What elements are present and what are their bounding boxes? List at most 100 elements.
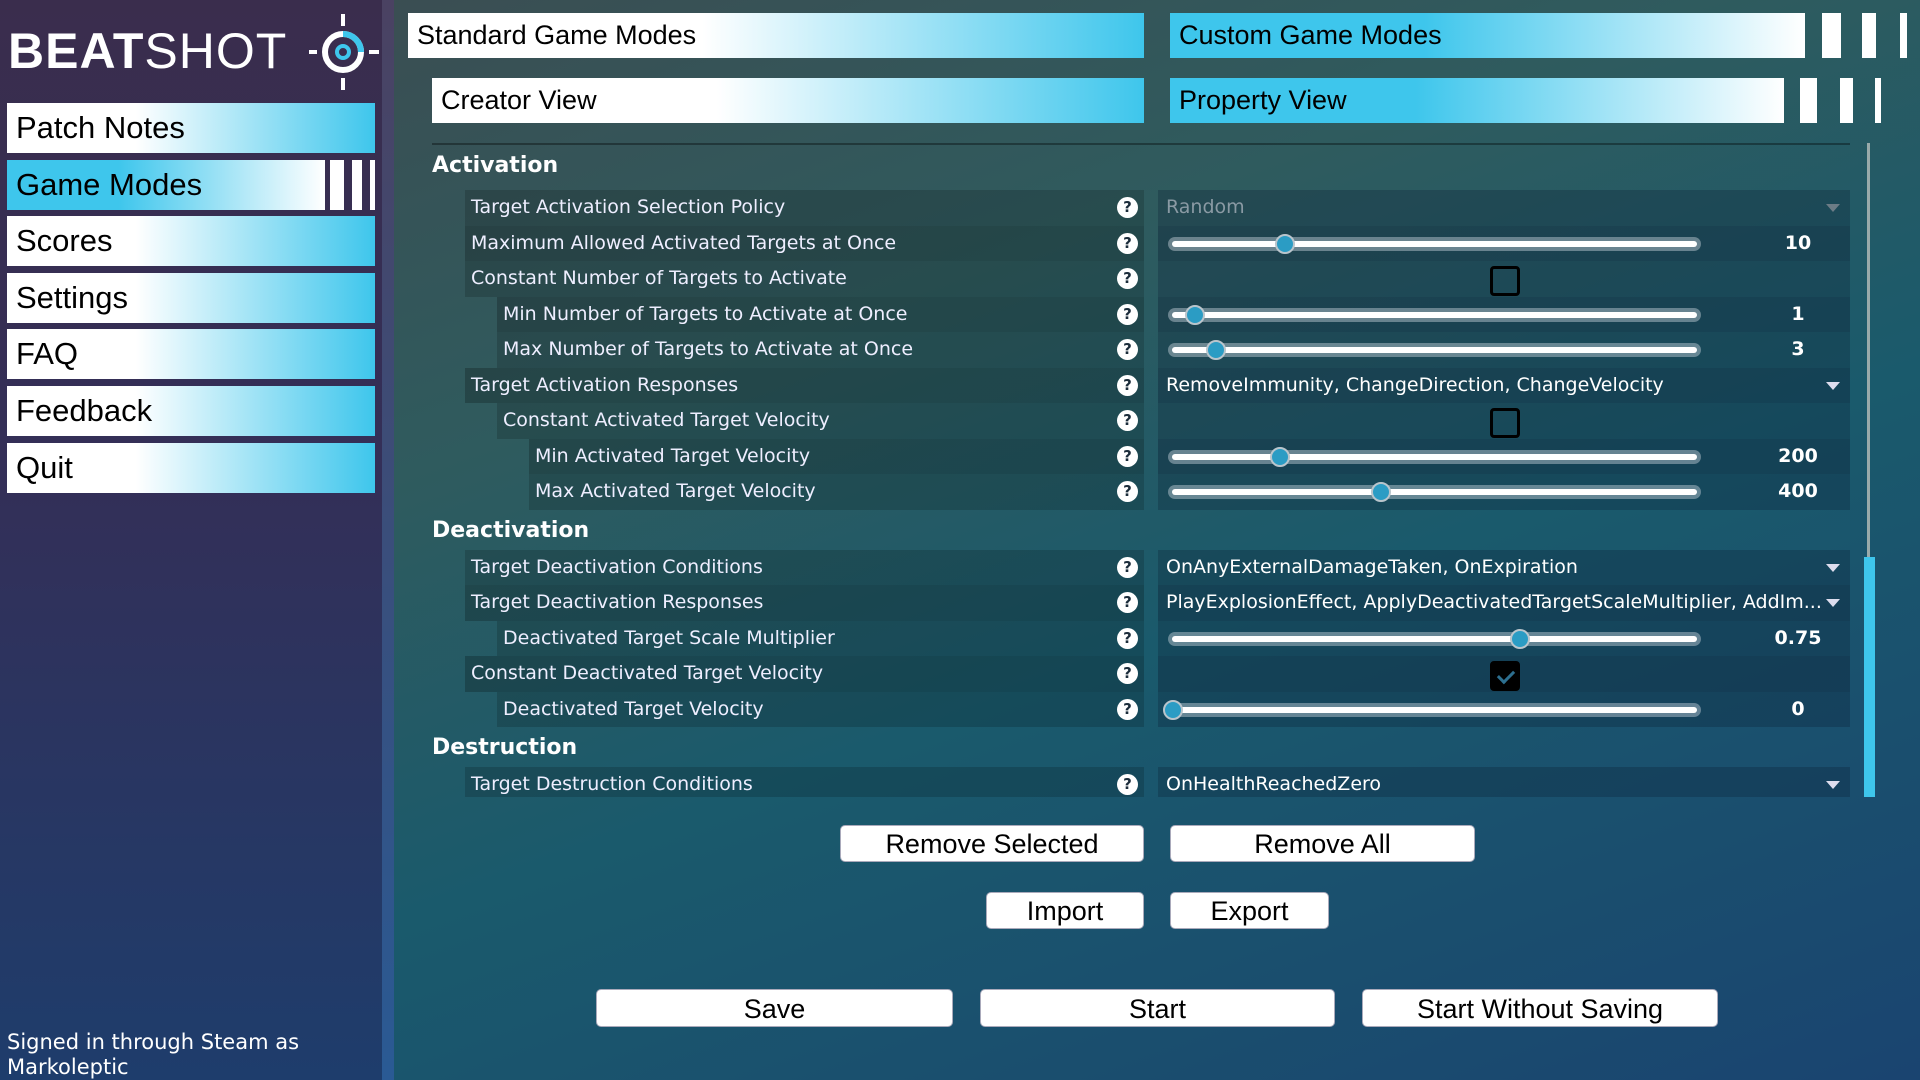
slider-thumb[interactable] (1163, 699, 1184, 720)
tab-standard-game-modes[interactable]: Standard Game Modes (408, 13, 1144, 58)
slider[interactable]: 1 (1158, 296, 1850, 332)
checkbox[interactable] (1490, 661, 1520, 691)
help-icon[interactable]: ? (1117, 556, 1138, 578)
slider-thumb[interactable] (1509, 628, 1530, 649)
dropdown-value: OnAnyExternalDamageTaken, OnExpiration (1166, 555, 1578, 578)
slider[interactable]: 0 (1158, 691, 1850, 727)
dropdown[interactable]: OnHealthReachedZero (1158, 767, 1850, 797)
help-icon[interactable]: ? (1117, 481, 1138, 502)
slider-value[interactable]: 200 (1778, 444, 1818, 467)
dropdown[interactable]: OnAnyExternalDamageTaken, OnExpiration (1158, 549, 1850, 585)
slider-value[interactable]: 10 (1784, 231, 1812, 254)
sidebar-item-game-modes[interactable]: Game Modes (7, 159, 325, 210)
checkbox-cell (1158, 261, 1850, 297)
slider-track[interactable] (1163, 699, 1701, 720)
sidebar-item-quit[interactable]: Quit (7, 442, 375, 493)
sidebar-item-faq[interactable]: FAQ (7, 329, 375, 380)
property-panel: Activation Target Activation Selection Po… (432, 143, 1850, 797)
sidebar-item-feedback[interactable]: Feedback (7, 386, 375, 436)
help-icon[interactable]: ? (1117, 374, 1138, 396)
slider-thumb[interactable] (1371, 482, 1392, 502)
help-icon[interactable]: ? (1117, 232, 1138, 254)
active-indicator-bar (1900, 13, 1907, 58)
slider-track[interactable] (1168, 304, 1701, 325)
slider[interactable]: 200 (1158, 438, 1850, 474)
checkbox[interactable] (1490, 266, 1520, 296)
slider-value[interactable]: 0.75 (1774, 626, 1822, 649)
slider-track[interactable] (1168, 233, 1701, 254)
tab-creator-view[interactable]: Creator View (432, 78, 1144, 123)
slider[interactable]: 3 (1158, 332, 1850, 368)
help-icon[interactable]: ? (1117, 445, 1138, 467)
slider-thumb[interactable] (1205, 340, 1226, 360)
slider-thumb[interactable] (1275, 233, 1296, 254)
property-label-text: Constant Activated Target Velocity (503, 409, 830, 431)
chevron-down-icon (1826, 599, 1840, 607)
slider[interactable]: 400 (1158, 474, 1850, 510)
slider-track[interactable] (1168, 340, 1701, 360)
property-label-text: Target Activation Selection Policy (471, 196, 786, 218)
dropdown-value: OnHealthReachedZero (1166, 773, 1382, 795)
slider[interactable]: 10 (1158, 225, 1850, 261)
sidebar-item-scores[interactable]: Scores (7, 216, 375, 267)
property-label: Max Number of Targets to Activate at Onc… (497, 332, 1144, 368)
remove-all-button[interactable]: Remove All (1170, 825, 1475, 862)
help-icon[interactable]: ? (1117, 410, 1138, 431)
active-indicator-bar (1875, 78, 1881, 123)
dropdown-value: Random (1166, 196, 1245, 218)
sidebar-item-patch-notes[interactable]: Patch Notes (7, 103, 375, 153)
slider-thumb[interactable] (1184, 304, 1205, 325)
slider-value[interactable]: 400 (1778, 480, 1818, 502)
slider-track[interactable] (1168, 482, 1701, 502)
help-icon[interactable]: ? (1117, 197, 1138, 218)
help-icon[interactable]: ? (1117, 268, 1138, 289)
property-row: Deactivated Target Velocity? 0 (432, 691, 1850, 727)
import-button[interactable]: Import (986, 892, 1144, 929)
help-icon[interactable]: ? (1117, 663, 1138, 684)
tab-custom-game-modes[interactable]: Custom Game Modes (1170, 13, 1805, 58)
help-icon[interactable]: ? (1117, 592, 1138, 613)
property-row: Target Deactivation Responses? PlayExplos… (432, 585, 1850, 621)
help-icon[interactable]: ? (1117, 698, 1138, 720)
scrollbar-thumb[interactable] (1864, 557, 1875, 797)
start-button[interactable]: Start (980, 989, 1335, 1027)
property-label-text: Target Deactivation Responses (471, 591, 764, 613)
help-icon[interactable]: ? (1117, 339, 1138, 360)
scrollbar-track[interactable] (1867, 143, 1870, 797)
slider[interactable]: 0.75 (1158, 620, 1850, 656)
slider-value[interactable]: 3 (1791, 338, 1805, 360)
checkbox-cell (1158, 656, 1850, 692)
property-label-text: Constant Number of Targets to Activate (471, 267, 847, 289)
remove-selected-button[interactable]: Remove Selected (840, 825, 1144, 862)
property-label: Target Deactivation Conditions? (465, 549, 1144, 585)
export-button[interactable]: Export (1170, 892, 1329, 929)
property-label-text: Target Deactivation Conditions (471, 555, 763, 578)
property-row: Min Number of Targets to Activate at Onc… (432, 296, 1850, 332)
dropdown[interactable]: Random (1158, 190, 1850, 226)
dropdown[interactable]: PlayExplosionEffect, ApplyDeactivatedTar… (1158, 585, 1850, 621)
property-label-text: Min Number of Targets to Activate at Onc… (503, 302, 908, 325)
checkbox[interactable] (1490, 408, 1520, 438)
start-without-saving-button[interactable]: Start Without Saving (1362, 989, 1718, 1027)
slider-track[interactable] (1168, 446, 1701, 467)
sidebar-item-settings[interactable]: Settings (7, 272, 375, 323)
property-label: Max Activated Target Velocity? (529, 474, 1144, 510)
property-label-text: Min Activated Target Velocity (535, 444, 811, 467)
slider-value[interactable]: 0 (1791, 697, 1805, 720)
help-icon[interactable]: ? (1117, 303, 1138, 325)
property-row: Target Activation Responses? RemoveImmuni… (432, 367, 1850, 403)
slider-value[interactable]: 1 (1791, 302, 1805, 325)
tab-property-view[interactable]: Property View (1170, 78, 1784, 123)
dropdown[interactable]: RemoveImmunity, ChangeDirection, ChangeV… (1158, 367, 1850, 403)
property-label: Min Number of Targets to Activate at Onc… (497, 296, 1144, 332)
dropdown-value: PlayExplosionEffect, ApplyDeactivatedTar… (1166, 591, 1822, 613)
save-button[interactable]: Save (596, 989, 953, 1027)
active-indicator-bar (370, 159, 375, 210)
slider-track[interactable] (1168, 628, 1701, 649)
slider-thumb[interactable] (1269, 446, 1290, 467)
active-indicator-bar (1822, 13, 1841, 58)
help-icon[interactable]: ? (1117, 627, 1138, 649)
property-label: Target Destruction Conditions? (465, 767, 1144, 797)
property-label-text: Maximum Allowed Activated Targets at Onc… (471, 231, 897, 254)
help-icon[interactable]: ? (1117, 774, 1138, 795)
